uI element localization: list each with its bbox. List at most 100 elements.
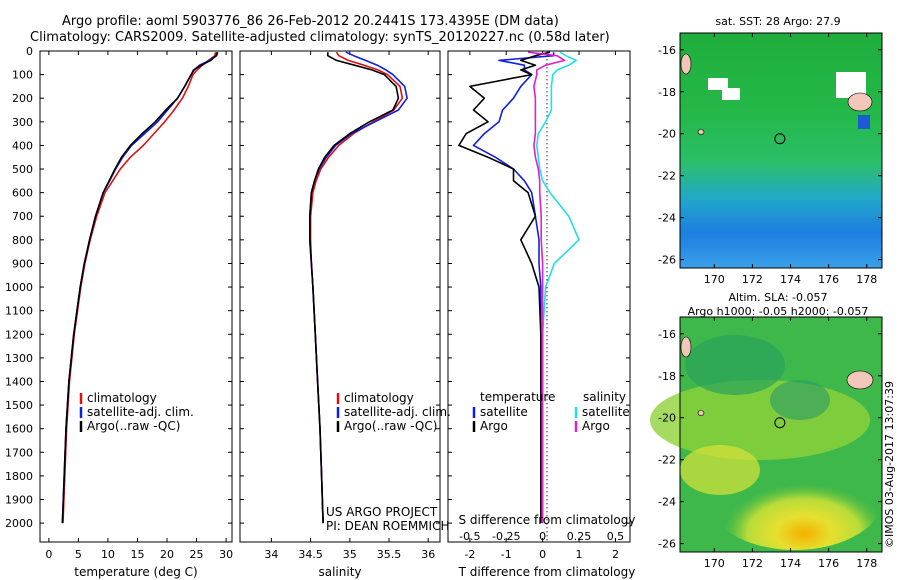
temperature-tick-label: 25 (190, 548, 204, 561)
legend-label-satellite: satellite (480, 405, 528, 419)
salinity-xticks: 34 34.5 35 35.5 36 (264, 51, 435, 561)
difference-s-tick-label: 0 (539, 530, 546, 543)
difference-s-tick-label: -0.25 (492, 530, 520, 543)
difference-t-tick-label: 2 (612, 548, 619, 561)
depth-tick-label: 200 (12, 92, 33, 105)
map-lon-label: 174 (780, 557, 801, 570)
difference-series-s-argo (528, 51, 566, 524)
depth-axis: 0 100 200 300 400 500 600 700 800 900 1000 1100 1200… (5, 45, 630, 530)
map-lat-label: -16 (658, 44, 676, 57)
s-diff-xlabel: S difference from climatology (459, 513, 636, 527)
map-lat-label: -18 (658, 370, 676, 383)
depth-tick-label: 700 (12, 210, 33, 223)
map-lon-label: 178 (856, 557, 877, 570)
legend-label-climatology: climatology (87, 391, 157, 405)
temperature-tick-label: 5 (75, 548, 82, 561)
depth-tick-label: 100 (12, 69, 33, 82)
legend-label-satellite-adj-clim: satellite-adj. clim. (87, 405, 194, 419)
temperature-series-argo-raw-qc (61, 51, 218, 524)
legend-title-temperature: temperature (480, 390, 555, 404)
depth-tick-label: 1800 (5, 470, 33, 483)
map-lat-label: -24 (658, 212, 676, 225)
salinity-tick-label: 34.5 (298, 548, 323, 561)
sla-dark-patch-2 (770, 380, 830, 420)
legend-label-argo: Argo (582, 419, 610, 433)
temperature-tick-label: 20 (160, 548, 174, 561)
sst-map-axes: 170 172 174 176 178 -16 -18 -20 -22 -24 -26 (658, 33, 882, 286)
legend-label-argo: Argo (480, 419, 508, 433)
depth-tick-label: 1900 (5, 494, 33, 507)
salinity-tick-label: 34 (264, 548, 278, 561)
legend-label-argo-raw-qc: Argo(..raw -QC) (87, 419, 180, 433)
difference-xticks: -2 -1 0 1 2 -0.5 -0.25 0 0.25 0.5 (459, 51, 624, 561)
sla-map-axes: 170 172 174 176 178 -16 -18 -20 -22 -24 -26 (658, 317, 882, 570)
sla-land-small (697, 410, 705, 416)
sst-cloud-patch (708, 78, 728, 90)
sla-land-west (680, 336, 692, 358)
depth-tick-label: 1300 (5, 352, 33, 365)
depth-tick-label: 500 (12, 163, 33, 176)
map-lon-label: 176 (818, 557, 839, 570)
sla-map-panel: Altim. SLA: -0.057 Argo h1000: -0.05 h20… (650, 291, 885, 570)
legend-label-climatology: climatology (344, 391, 414, 405)
map-lon-label: 170 (704, 273, 725, 286)
sst-land-small (697, 129, 705, 135)
salinity-series-argo-raw-qc (308, 52, 400, 524)
salinity-tick-label: 35.5 (377, 548, 402, 561)
depth-tick-label: 1600 (5, 423, 33, 436)
credit-text: US ARGO PROJECT (326, 505, 438, 519)
map-lon-label: 170 (704, 557, 725, 570)
map-lat-label: -22 (658, 170, 676, 183)
sst-blue-patch (858, 115, 870, 129)
sst-field (680, 33, 882, 268)
t-diff-xlabel: T difference from climatology (458, 565, 636, 579)
map-lat-label: -26 (658, 254, 676, 267)
sla-yellow-patch-2 (680, 445, 760, 495)
pi-text: PI: DEAN ROEMMICH (326, 519, 449, 533)
difference-s-tick-label: 0.5 (607, 530, 625, 543)
legend-label-argo-raw-qc: Argo(..raw -QC) (344, 419, 437, 433)
map-lat-label: -22 (658, 454, 676, 467)
difference-t-tick-label: -1 (501, 548, 512, 561)
sla-map-subtitle: Argo h1000: -0.05 h2000: -0.057 (688, 305, 869, 318)
depth-tick-label: 1000 (5, 281, 33, 294)
salinity-tick-label: 35 (343, 548, 357, 561)
temperature-series-satellite-adj-clim (61, 51, 219, 524)
sla-land-island (846, 370, 874, 390)
salinity-series-satellite-adj-clim (308, 51, 408, 524)
depth-tick-label: 400 (12, 139, 33, 152)
temperature-xlabel: temperature (deg C) (74, 565, 197, 579)
salinity-series-climatology (309, 51, 404, 524)
map-lat-label: -26 (658, 538, 676, 551)
map-lat-label: -20 (658, 128, 676, 141)
footer-stamp: ©IMOS 03-Aug-2017 13:07:39 (883, 381, 896, 548)
sst-map-panel: sat. SST: 28 Argo: 27.9 170 172 174 176 178 -… (658, 15, 883, 286)
title-line-1: Argo profile: aoml 5903776_86 26-Feb-201… (62, 14, 559, 29)
temperature-tick-label: 10 (101, 548, 115, 561)
map-lat-label: -20 (658, 412, 676, 425)
difference-panel: -2 -1 0 1 2 -0.5 -0.25 0 0.25 0.5 T difference fr… (447, 50, 636, 579)
map-lon-label: 174 (780, 273, 801, 286)
difference-legend: temperature salinitysatelliteArgosatellit… (472, 390, 630, 433)
sst-map-title: sat. SST: 28 Argo: 27.9 (715, 15, 840, 28)
salinity-panel: 34 34.5 35 35.5 36 salinity climatologysatel… (239, 50, 451, 579)
map-lon-label: 178 (856, 273, 877, 286)
legend-label-satellite: satellite (582, 405, 630, 419)
depth-tick-label: 2000 (5, 517, 33, 530)
sst-cloud-patch-2 (722, 88, 740, 100)
depth-tick-label: 1200 (5, 328, 33, 341)
depth-tick-label: 900 (12, 257, 33, 270)
difference-s-tick-label: -0.5 (459, 530, 480, 543)
depth-tick-label: 300 (12, 116, 33, 129)
depth-tick-label: 1100 (5, 305, 33, 318)
depth-tick-label: 600 (12, 187, 33, 200)
sst-land-island (847, 92, 873, 112)
temperature-tick-label: 0 (45, 548, 52, 561)
depth-tick-label: 1500 (5, 399, 33, 412)
depth-tick-label: 1700 (5, 446, 33, 459)
difference-t-tick-label: 0 (539, 548, 546, 561)
difference-t-tick-label: -2 (464, 548, 475, 561)
